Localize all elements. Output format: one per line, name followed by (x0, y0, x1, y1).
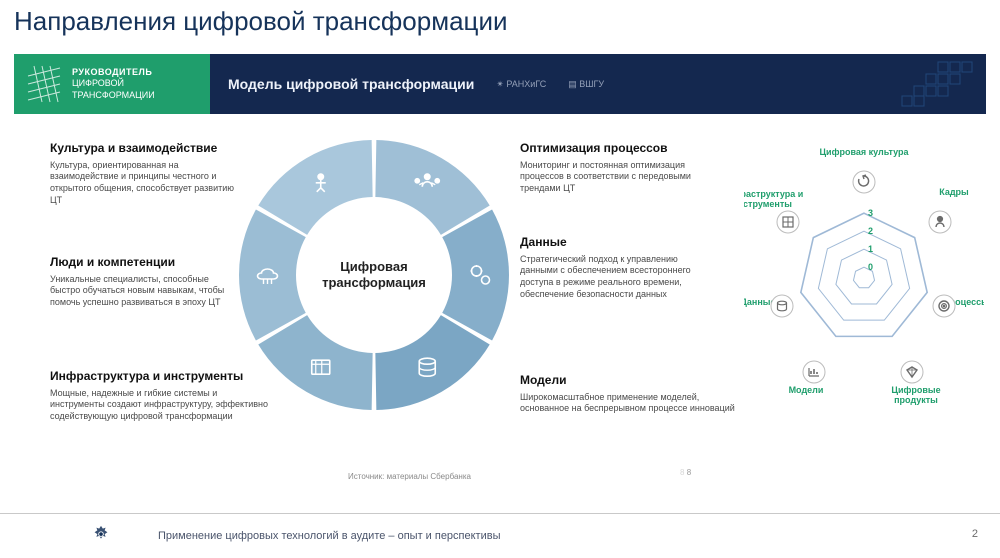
main: Культура и взаимодействие Культура, орие… (14, 128, 986, 500)
block-people-title: Люди и компетенции (50, 256, 235, 270)
block-infra: Инфраструктура и инструменты Мощные, над… (50, 370, 270, 423)
radar-ring-2 (818, 231, 909, 320)
radar-label: Модели (761, 386, 851, 414)
block-processes-body: Мониторинг и постоянная оптимизация проц… (520, 160, 715, 195)
banner-line2: ЦИФРОВОЙ (72, 78, 155, 89)
block-models-body: Широкомасштабное применение моделей, осн… (520, 392, 740, 415)
radar-ring-1 (836, 249, 892, 304)
radar-tick-0: 0 (868, 262, 873, 272)
banner-logo-1: ✴ РАНХиГС (496, 79, 546, 90)
page-title: Направления цифровой трансформации (14, 6, 508, 37)
block-people: Люди и компетенции Уникальные специалист… (50, 256, 235, 309)
banner-right: Модель цифровой трансформации ✴ РАНХиГС … (210, 54, 986, 114)
footer-text: Применение цифровых технологий в аудите … (158, 530, 501, 542)
banner-line3: ТРАНСФОРМАЦИИ (72, 90, 155, 101)
block-models: Модели Широкомасштабное применение модел… (520, 374, 740, 415)
block-processes: Оптимизация процессов Мониторинг и посто… (520, 142, 715, 195)
block-infra-body: Мощные, надежные и гибкие системы и инст… (50, 388, 270, 423)
radar-tick-1: 1 (868, 244, 873, 254)
diamond-icon (901, 361, 923, 383)
block-culture-body: Культура, ориентированная на взаимодейст… (50, 160, 235, 207)
grid-icon (777, 211, 799, 233)
block-culture: Культура и взаимодействие Культура, орие… (50, 142, 235, 207)
ring-chart: Цифровая трансформация (239, 140, 509, 410)
block-models-title: Модели (520, 374, 740, 388)
radar-chart: 0123Цифровая культураКадрыПроцессыЦифров… (744, 148, 984, 438)
person-icon (929, 211, 951, 233)
slide: Направления цифровой трансформации РУКОВ… (0, 0, 1000, 558)
banner: РУКОВОДИТЕЛЬ ЦИФРОВОЙ ТРАНСФОРМАЦИИ Моде… (14, 54, 986, 114)
radar-label: Цифровые продукты (871, 386, 961, 414)
loop-icon (853, 171, 875, 193)
radar-tick-3: 3 (868, 208, 873, 218)
block-processes-title: Оптимизация процессов (520, 142, 715, 156)
hash-icon (24, 64, 64, 104)
block-people-body: Уникальные специалисты, способные быстро… (50, 274, 235, 309)
radar-label: Кадры (909, 188, 984, 216)
block-culture-title: Культура и взаимодействие (50, 142, 235, 156)
small-note: 8 8 (680, 468, 691, 477)
banner-model: Модель цифровой трансформации (228, 76, 474, 92)
block-data: Данные Стратегический подход к управлени… (520, 236, 715, 301)
banner-logo-2: ▤ ВШГУ (568, 79, 604, 90)
ring-center-label: Цифровая трансформация (314, 259, 434, 292)
emblem-icon (90, 524, 112, 546)
block-data-body: Стратегический подход к управлению данны… (520, 254, 715, 301)
db-icon (771, 295, 793, 317)
ring-segment-processes (442, 210, 509, 341)
radar-tick-2: 2 (868, 226, 873, 236)
banner-left: РУКОВОДИТЕЛЬ ЦИФРОВОЙ ТРАНСФОРМАЦИИ (14, 54, 210, 114)
banner-deco-icon (868, 60, 978, 108)
ring-segment-infra (239, 210, 306, 341)
radar-label: Инфраструктура и инструменты (744, 190, 807, 218)
block-data-title: Данные (520, 236, 715, 250)
chart-icon (803, 361, 825, 383)
banner-line1: РУКОВОДИТЕЛЬ (72, 67, 155, 78)
block-infra-title: Инфраструктура и инструменты (50, 370, 270, 384)
target-icon (933, 295, 955, 317)
footer: Применение цифровых технологий в аудите … (0, 513, 1000, 558)
source-text: Источник: материалы Сбербанка (348, 472, 471, 481)
page-number: 2 (972, 528, 978, 540)
